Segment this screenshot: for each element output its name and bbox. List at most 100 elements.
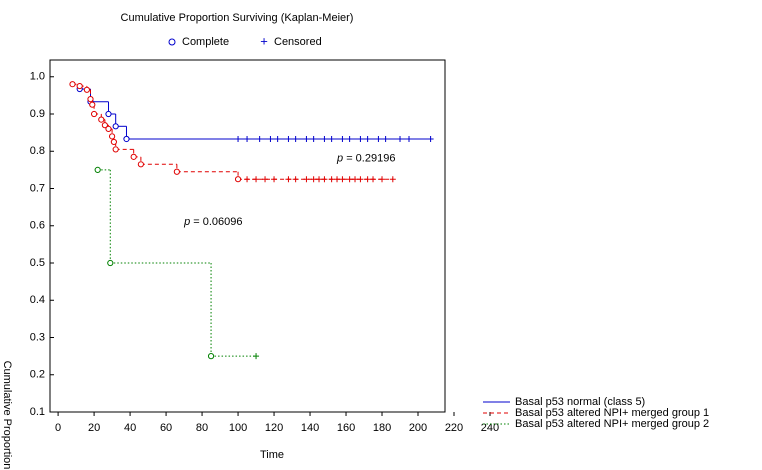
censored-marker: [310, 135, 317, 142]
x-tick-label: 40: [124, 422, 136, 434]
censored-marker: [262, 176, 269, 183]
x-tick-label: 120: [265, 422, 283, 434]
complete-marker: [98, 116, 105, 123]
complete-marker: [87, 96, 94, 103]
censored-marker: [379, 176, 386, 183]
censored-marker: [346, 176, 353, 183]
x-tick-label: 220: [445, 422, 463, 434]
complete-marker: [173, 168, 180, 175]
p-value: = 0.06096: [193, 216, 242, 228]
y-tick-label: 1.0: [30, 71, 45, 83]
p-value-annotation: p = 0.29196: [336, 153, 395, 165]
censored-marker: [271, 176, 278, 183]
survival-curve: [94, 166, 260, 360]
x-tick-label: 20: [88, 422, 100, 434]
y-tick-label: 0.6: [30, 220, 45, 232]
y-tick-label: 0.3: [30, 331, 45, 343]
x-tick-label: 140: [301, 422, 319, 434]
censored-marker: [357, 176, 364, 183]
censored-marker: [370, 176, 377, 183]
censored-marker: [375, 135, 382, 142]
censored-marker: [406, 135, 413, 142]
complete-marker: [94, 166, 101, 173]
censored-marker: [427, 135, 434, 142]
censored-marker: [292, 176, 299, 183]
x-tick-label: 240: [481, 422, 499, 434]
censored-marker: [253, 176, 260, 183]
survival-curve: [69, 81, 396, 183]
censored-marker: [357, 135, 364, 142]
y-tick-label: 0.1: [30, 406, 45, 418]
complete-marker: [123, 135, 130, 143]
complete-marker: [112, 123, 119, 130]
censored-marker: [235, 135, 242, 142]
censored-marker: [253, 353, 260, 360]
censored-marker: [267, 135, 274, 142]
chart-title: Cumulative Proportion Surviving (Kaplan-…: [121, 12, 354, 24]
censored-marker: [321, 176, 328, 183]
complete-marker: [112, 146, 119, 153]
complete-marker: [234, 176, 242, 183]
complete-marker: [101, 122, 108, 129]
legend-complete-marker: [168, 38, 176, 46]
censored-marker: [339, 176, 346, 183]
censored-marker: [339, 135, 346, 142]
complete-marker: [105, 125, 112, 133]
y-axis-label: Cumulative Proportion: [1, 361, 13, 470]
legend-censored-marker: +: [260, 33, 268, 48]
censored-marker: [364, 176, 371, 183]
legend-label: Basal p53 normal (class 5): [515, 396, 645, 408]
censored-marker: [352, 176, 359, 183]
p-value-annotation: p = 0.06096: [183, 216, 242, 228]
censored-marker: [285, 176, 292, 183]
censored-marker: [389, 176, 396, 183]
legend-censored: Censored: [274, 36, 322, 48]
y-tick-label: 0.2: [30, 369, 45, 381]
censored-marker: [274, 135, 281, 142]
legend-label: Basal p53 altered NPI+ merged group 2: [515, 418, 709, 430]
x-tick-label: 160: [337, 422, 355, 434]
censored-marker: [310, 176, 317, 183]
censored-marker: [364, 135, 371, 142]
complete-marker: [69, 81, 76, 88]
censored-marker: [346, 135, 353, 142]
censored-marker: [316, 176, 323, 183]
complete-marker: [107, 259, 114, 267]
complete-marker: [110, 138, 117, 146]
complete-marker: [108, 133, 116, 140]
x-tick-label: 80: [196, 422, 208, 434]
plot-frame: [49, 59, 446, 413]
complete-marker: [137, 161, 144, 168]
complete-marker: [207, 353, 215, 360]
censored-marker: [321, 135, 328, 142]
censored-marker: [303, 176, 310, 183]
censored-marker: [328, 135, 335, 142]
x-tick-label: 180: [373, 422, 391, 434]
p-symbol: p: [183, 216, 190, 228]
censored-marker: [285, 135, 292, 142]
x-axis-label: Time: [260, 449, 284, 461]
y-tick-label: 0.9: [30, 108, 45, 120]
y-tick-label: 0.7: [30, 182, 45, 194]
censored-marker: [382, 135, 389, 142]
p-symbol: p: [336, 153, 343, 165]
complete-marker: [130, 153, 137, 160]
y-tick-label: 0.4: [30, 294, 45, 306]
survival-curve: [76, 85, 434, 143]
complete-marker: [105, 110, 112, 118]
censored-marker: [256, 135, 263, 142]
complete-marker: [76, 82, 83, 90]
y-tick-label: 0.5: [30, 257, 45, 269]
p-value: = 0.29196: [346, 153, 395, 165]
complete-marker: [83, 86, 90, 93]
complete-marker: [89, 101, 96, 108]
x-tick-label: 200: [409, 422, 427, 434]
censored-marker: [244, 176, 251, 183]
x-tick-label: 60: [160, 422, 172, 434]
y-tick-label: 0.8: [30, 145, 45, 157]
legend-complete: Complete: [182, 36, 229, 48]
censored-marker: [334, 176, 341, 183]
legend-label: Basal p53 altered NPI+ merged group 1: [515, 407, 709, 419]
complete-marker: [90, 110, 98, 118]
